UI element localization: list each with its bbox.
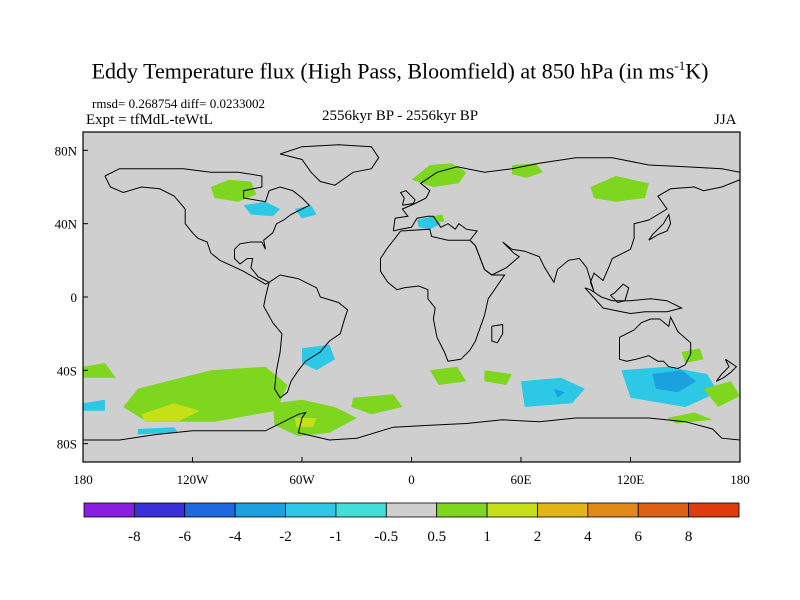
colorbar-label: -6 — [179, 529, 192, 545]
colorbar-swatch — [436, 502, 488, 518]
colorbar-swatch — [637, 502, 690, 518]
lon-tick-label: 120W — [177, 472, 210, 487]
season-label: JJA — [714, 112, 737, 128]
region-aus-blue — [652, 370, 697, 393]
colorbar: -8 -6 -4 -2 -1 -0.5 0.5 1 2 4 6 8 — [83, 502, 740, 545]
south-america-coast — [263, 274, 349, 399]
region-nz-east-cyan — [83, 399, 105, 411]
region-se-pacific-yellow — [141, 403, 200, 422]
region-n-america-green — [210, 179, 257, 202]
colorbar-label: 6 — [634, 529, 642, 545]
lat-tick-label: 80S — [57, 437, 77, 452]
lon-tick-label: 0 — [408, 472, 415, 487]
colorbar-label: 8 — [685, 529, 693, 545]
north-america-coast — [104, 168, 311, 285]
region-se-pacific-cyan — [137, 427, 178, 435]
coastlines — [83, 144, 740, 441]
colorbar-label: 1 — [483, 529, 491, 545]
anomaly-regions — [83, 163, 740, 437]
colorbar-swatch — [385, 502, 438, 518]
title-main: Eddy Temperature flux (High Pass, Bloomf… — [91, 58, 675, 84]
region-s-pacific-green — [83, 363, 116, 378]
colorbar-swatch — [587, 502, 639, 518]
region-tasman-green — [703, 381, 740, 407]
eurasia-africa-coast — [392, 157, 740, 292]
region-s-atlantic-cyan — [302, 344, 335, 371]
borneo-coast — [610, 283, 630, 304]
experiment-label: Expt = tfMdL-teWtL — [86, 112, 213, 128]
colorbar-label: -1 — [330, 529, 343, 545]
period-label: 2556kyr BP - 2556kyr BP — [322, 108, 479, 124]
lon-tick-label: 180 — [730, 472, 750, 487]
colorbar-swatch — [688, 502, 740, 518]
africa-coast — [380, 228, 506, 362]
colorbar-label: -2 — [279, 529, 292, 545]
region-siberia-green — [590, 176, 649, 202]
antarctica-coast — [83, 411, 740, 441]
colorbar-label: 0.5 — [427, 529, 446, 545]
lon-tick-label: 180 — [73, 472, 93, 487]
stats-text: rmsd= 0.268754 diff= 0.0233002 — [92, 96, 265, 111]
region-great-lakes-cyan — [243, 201, 281, 217]
colorbar-swatch — [285, 502, 337, 518]
colorbar-swatch — [234, 502, 286, 518]
plot-title: Eddy Temperature flux (High Pass, Bloomf… — [0, 58, 800, 84]
colorbar-label: 4 — [584, 529, 592, 545]
region-drake-yellow — [294, 418, 317, 428]
region-s-indian-blue — [553, 388, 565, 398]
lat-tick-label: 80N — [55, 143, 78, 158]
uk-coast — [399, 190, 416, 206]
region-s-atlantic-green — [351, 394, 403, 415]
title-suffix: K) — [685, 58, 709, 84]
japan-coast — [648, 213, 672, 241]
indonesia-coast — [584, 287, 684, 315]
greenland-coast — [279, 144, 380, 186]
australia-coast — [619, 315, 692, 370]
title-superscript: -1 — [674, 58, 686, 73]
region-s-indian-cyan — [521, 377, 585, 407]
lat-tick-label: 0 — [71, 290, 78, 305]
madagascar-coast — [491, 323, 504, 344]
new-zealand-coast — [715, 358, 738, 382]
colorbar-swatch — [537, 502, 589, 518]
colorbar-swatch — [486, 502, 538, 518]
colorbar-label: 2 — [534, 529, 542, 545]
lon-tick-label: 120E — [617, 472, 645, 487]
colorbar-swatch — [133, 502, 186, 518]
region-newfoundland-cyan — [294, 205, 317, 219]
lon-axis: 180 120W 60W 0 60E 120E 180 — [73, 457, 750, 487]
colorbar-label: -8 — [128, 529, 141, 545]
lat-tick-label: 40S — [57, 363, 77, 378]
colorbar-label: -4 — [229, 529, 242, 545]
lat-tick-label: 40N — [55, 217, 78, 232]
colorbar-label: -0.5 — [374, 529, 398, 545]
colorbar-swatch — [335, 502, 387, 518]
colorbar-swatch — [83, 502, 135, 518]
lon-tick-label: 60W — [289, 472, 315, 487]
region-s-indian-green-a — [429, 366, 467, 385]
region-scandinavia-green — [411, 163, 467, 187]
region-se-aus-green — [681, 348, 704, 363]
colorbar-swatch — [184, 502, 236, 518]
region-s-indian-green-b — [484, 370, 512, 385]
lon-tick-label: 60E — [511, 472, 532, 487]
lat-axis: 80N 40N 0 40S 80S — [55, 143, 88, 452]
